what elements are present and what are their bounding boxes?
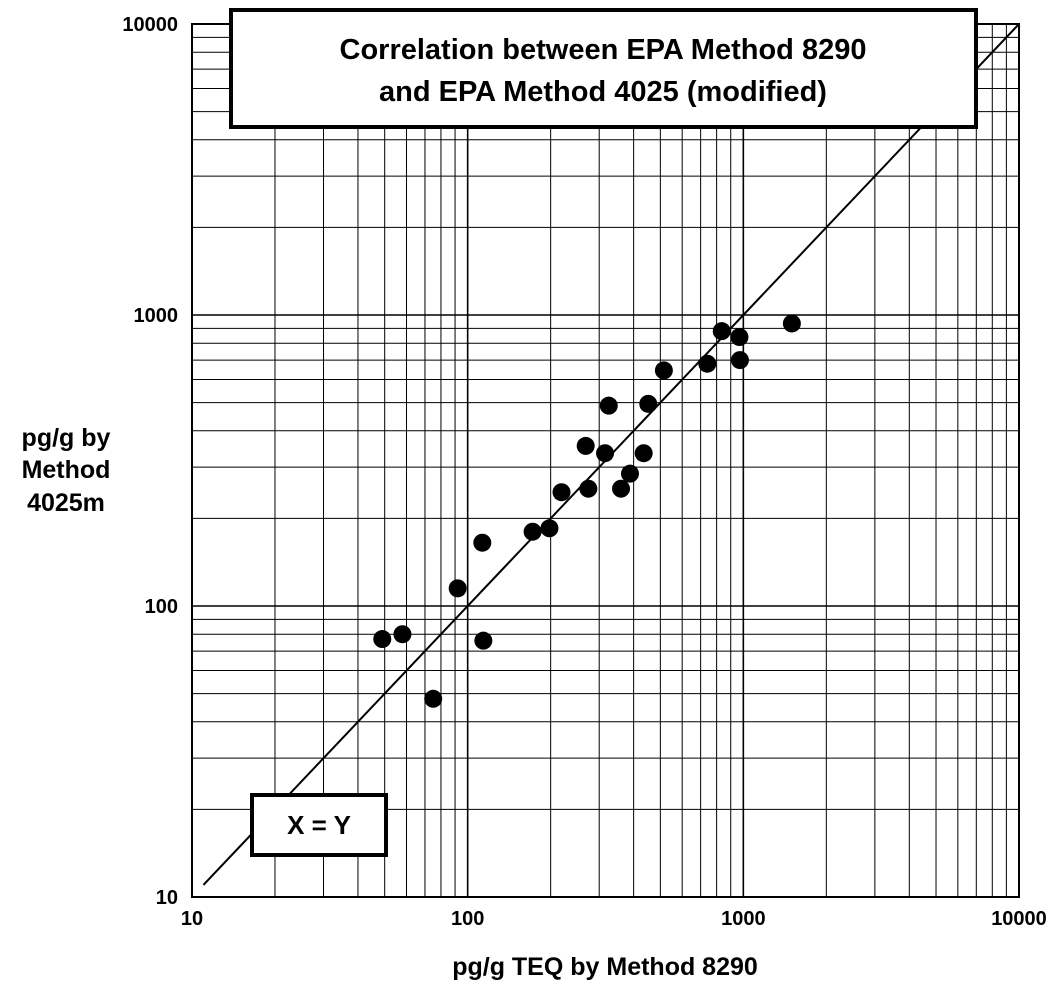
data-point: [599, 396, 618, 415]
data-point: [639, 394, 658, 413]
y-axis-title-line-2: Method: [22, 456, 111, 484]
chart-title-line-1: Correlation between EPA Method 8290: [340, 34, 867, 66]
x-tick-label: 10: [181, 908, 203, 930]
data-point: [730, 328, 749, 347]
data-point: [552, 483, 571, 502]
y-axis-title-line-1: pg/g by: [22, 424, 111, 452]
x-tick-label: 100: [451, 908, 484, 930]
data-point: [523, 522, 542, 541]
data-point: [540, 519, 559, 538]
data-point: [474, 631, 493, 650]
data-point: [576, 436, 595, 455]
data-point: [782, 314, 801, 333]
reference-line-label: X = Y: [287, 810, 351, 840]
x-tick-label: 10000: [991, 908, 1047, 930]
x-tick-label: 1000: [721, 908, 766, 930]
chart-title-line-2: and EPA Method 4025 (modified): [379, 76, 827, 108]
data-points: [373, 314, 801, 708]
y-tick-label: 1000: [134, 305, 179, 327]
data-point: [373, 630, 392, 649]
y-tick-label: 100: [145, 596, 178, 618]
y-tick-labels: 10 100 1000 10000: [122, 14, 178, 909]
x-tick-labels: 10 100 1000 10000: [181, 908, 1047, 930]
y-axis-title-line-3: 4025m: [27, 489, 105, 517]
x-axis-title: pg/g TEQ by Method 8290: [452, 953, 758, 981]
data-point: [579, 479, 598, 498]
grid-lines: [191, 24, 1019, 898]
data-point: [730, 351, 749, 370]
reference-label-box: X = Y: [250, 793, 388, 857]
data-point: [698, 354, 717, 373]
data-point: [393, 625, 412, 644]
data-point: [473, 533, 492, 552]
data-point: [424, 689, 443, 708]
y-tick-label: 10000: [122, 14, 178, 36]
data-point: [596, 444, 615, 463]
data-point: [634, 444, 653, 463]
data-point: [654, 361, 673, 380]
data-point: [712, 322, 731, 341]
data-point: [448, 579, 467, 598]
data-point: [612, 479, 631, 498]
y-tick-label: 10: [156, 887, 178, 909]
data-point: [620, 464, 639, 483]
title-box: Correlation between EPA Method 8290 and …: [229, 8, 978, 129]
